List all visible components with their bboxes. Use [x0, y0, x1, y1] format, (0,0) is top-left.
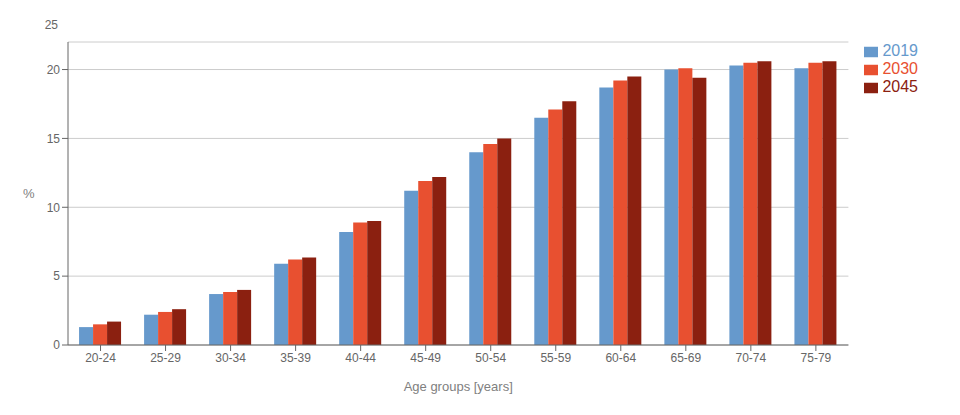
svg-text:40-44: 40-44: [345, 351, 376, 365]
svg-text:0: 0: [53, 338, 60, 352]
svg-text:75-79: 75-79: [801, 351, 832, 365]
html-text:2030: 2030: [882, 60, 918, 77]
svg-text:65-69: 65-69: [670, 351, 701, 365]
html-text:2045: 2045: [882, 78, 918, 95]
svg-text:Age groups [years]: Age groups [years]: [404, 379, 513, 394]
svg-text:35-39: 35-39: [280, 351, 311, 365]
svg-text:50-54: 50-54: [475, 351, 506, 365]
svg-text:5: 5: [53, 269, 60, 283]
svg-text:15: 15: [47, 132, 61, 146]
svg-text:45-49: 45-49: [410, 351, 441, 365]
svg-text:55-59: 55-59: [540, 351, 571, 365]
svg-text:25-29: 25-29: [150, 351, 181, 365]
svg-text:20-24: 20-24: [85, 351, 116, 365]
svg-text:%: %: [23, 186, 35, 201]
html-text:2019: 2019: [882, 42, 918, 59]
svg-text:30-34: 30-34: [215, 351, 246, 365]
svg-text:20: 20: [47, 63, 61, 77]
svg-text:10: 10: [47, 201, 61, 215]
svg-text:60-64: 60-64: [605, 351, 636, 365]
svg-text:70-74: 70-74: [736, 351, 767, 365]
html-text:25: 25: [44, 18, 58, 32]
